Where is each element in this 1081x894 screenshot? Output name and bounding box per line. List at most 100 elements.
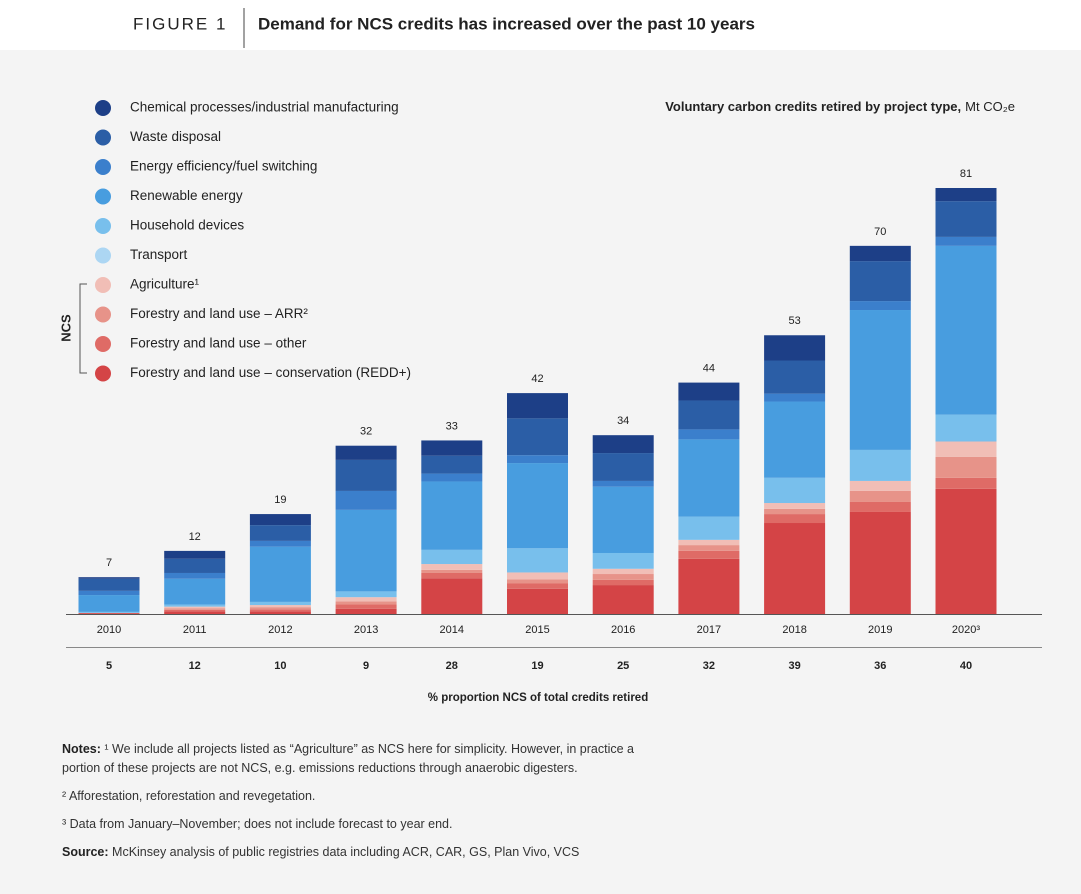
bar-segment — [764, 335, 826, 361]
bar-segment — [335, 445, 397, 460]
note-text: ¹ We include all projects listed as “Agr… — [62, 742, 634, 775]
legend-label: Forestry and land use – ARR² — [130, 306, 308, 321]
bar-segment — [249, 601, 311, 606]
bar-segment — [764, 514, 826, 524]
bar-segment — [249, 607, 311, 610]
bar-segment — [849, 501, 911, 512]
bar-segment — [764, 503, 826, 509]
x-tick-label: 2015 — [525, 624, 549, 636]
x-tick-label: 2018 — [782, 624, 806, 636]
total-label: 34 — [617, 415, 629, 427]
bar-segment — [678, 400, 740, 430]
note: Notes: ¹ We include all projects listed … — [62, 740, 672, 778]
note-text: ³ Data from January–November; does not i… — [62, 817, 453, 831]
bar-segment — [164, 606, 226, 609]
bar-segment — [249, 609, 311, 612]
bar-segment — [78, 577, 140, 579]
bar-segment — [935, 456, 997, 478]
bar-segment — [507, 463, 568, 549]
total-label: 53 — [788, 315, 800, 327]
bar-segment — [935, 201, 997, 237]
legend-swatch — [95, 159, 111, 175]
bar-segment — [592, 579, 654, 586]
note-label: Notes: — [62, 742, 101, 756]
bar-segment — [507, 572, 568, 580]
figure-label: FIGURE 1 — [133, 14, 227, 33]
bar-segment — [592, 486, 654, 553]
bar-segment — [78, 590, 140, 596]
bar-segment — [421, 455, 483, 474]
legend-swatch — [95, 336, 111, 352]
bar-segment — [421, 440, 483, 456]
bar-segment — [678, 550, 740, 559]
ncs-share-value: 36 — [874, 660, 886, 672]
x-tick-label: 2019 — [868, 624, 892, 636]
bar-segment — [849, 480, 911, 491]
bar-segment — [421, 473, 483, 482]
ncs-share-value: 28 — [446, 660, 458, 672]
note-text: McKinsey analysis of public registries d… — [112, 845, 580, 859]
note-label: Source: — [62, 845, 109, 859]
bar-segment — [507, 579, 568, 584]
x-tick-label: 2016 — [611, 624, 635, 636]
bar-segment — [164, 558, 226, 573]
bar-segment — [678, 539, 740, 546]
subtitle: Voluntary carbon credits retired by proj… — [665, 99, 1015, 114]
bar-segment — [164, 611, 226, 614]
bar-segment — [335, 608, 397, 614]
bar-segment — [507, 393, 568, 419]
legend-label: Agriculture¹ — [130, 277, 200, 292]
legend-label: Waste disposal — [130, 129, 221, 144]
bar-segment — [335, 490, 397, 510]
legend-label: Household devices — [130, 218, 244, 233]
bar-segment — [78, 578, 140, 591]
bar-segment — [935, 236, 997, 246]
bar-segment — [78, 595, 140, 612]
x-tick-label: 2014 — [440, 624, 464, 636]
subtitle-main: Voluntary carbon credits retired by proj… — [665, 99, 961, 114]
total-label: 7 — [106, 557, 112, 569]
bar-segment — [935, 488, 997, 614]
bar-segment — [164, 609, 226, 612]
bar-segment — [249, 525, 311, 541]
bar-segment — [421, 564, 483, 570]
bar-segment — [507, 548, 568, 573]
bar-segment — [421, 569, 483, 573]
ncs-label: NCS — [58, 314, 73, 342]
ncs-share-value: 12 — [189, 660, 201, 672]
bar-segment — [507, 418, 568, 456]
chart-title: Demand for NCS credits has increased ove… — [258, 14, 755, 33]
bar-segment — [249, 605, 311, 608]
bar-segment — [164, 578, 226, 605]
legend-swatch — [95, 100, 111, 116]
total-label: 12 — [189, 531, 201, 543]
x-tick-label: 2010 — [97, 624, 121, 636]
bar-segment — [164, 604, 226, 607]
bar-segment — [849, 511, 911, 614]
bar-segment — [507, 455, 568, 464]
legend-label: Chemical processes/industrial manufactur… — [130, 100, 399, 115]
x-tick-label: 2017 — [697, 624, 721, 636]
bar-segment — [592, 574, 654, 580]
bar-segment — [335, 509, 397, 592]
total-label: 19 — [274, 494, 286, 506]
legend-label: Energy efficiency/fuel switching — [130, 159, 317, 174]
x-tick-label: 2011 — [183, 624, 207, 636]
bar-segment — [849, 301, 911, 311]
bar-segment — [249, 514, 311, 526]
bar-segment — [335, 604, 397, 609]
bar-segment — [849, 490, 911, 502]
bar-segment — [849, 310, 911, 450]
bar-segment — [678, 439, 740, 517]
ncs-share-value: 40 — [960, 660, 972, 672]
bar-segment — [678, 516, 740, 540]
bar-segment — [764, 523, 826, 614]
bar-segment — [678, 382, 740, 401]
legend-swatch — [95, 306, 111, 323]
legend-swatch — [95, 247, 111, 264]
legend-swatch — [95, 218, 111, 234]
x-tick-label: 2013 — [354, 624, 378, 636]
bar-segment — [764, 508, 826, 515]
total-label: 81 — [960, 168, 972, 180]
legend-swatch — [95, 277, 111, 293]
